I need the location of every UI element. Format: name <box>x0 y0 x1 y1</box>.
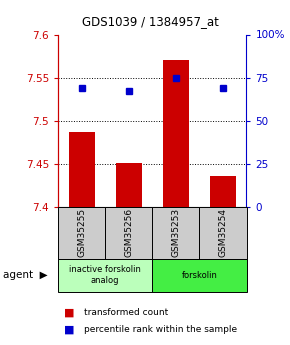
Text: inactive forskolin
analog: inactive forskolin analog <box>69 265 141 285</box>
Text: ■: ■ <box>64 307 74 317</box>
Text: GSM35253: GSM35253 <box>171 208 180 257</box>
Text: transformed count: transformed count <box>84 308 168 317</box>
Bar <box>69 132 95 207</box>
Text: forskolin: forskolin <box>182 270 217 280</box>
Bar <box>58 259 152 292</box>
Text: agent  ▶: agent ▶ <box>3 270 48 280</box>
Bar <box>152 259 246 292</box>
Bar <box>163 60 189 207</box>
Bar <box>105 207 152 259</box>
Bar <box>152 207 200 259</box>
Bar <box>200 207 246 259</box>
Text: GDS1039 / 1384957_at: GDS1039 / 1384957_at <box>82 16 219 29</box>
Bar <box>210 176 236 207</box>
Text: GSM35254: GSM35254 <box>218 208 227 257</box>
Bar <box>116 163 142 207</box>
Bar <box>58 207 105 259</box>
Text: GSM35255: GSM35255 <box>77 208 86 257</box>
Text: GSM35256: GSM35256 <box>124 208 133 257</box>
Text: ■: ■ <box>64 325 74 334</box>
Text: percentile rank within the sample: percentile rank within the sample <box>84 325 237 334</box>
